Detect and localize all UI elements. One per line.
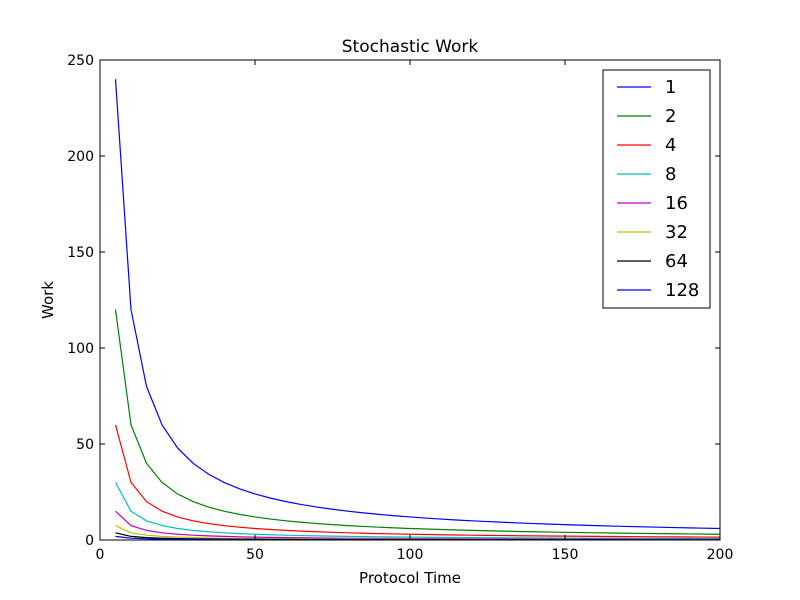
chart-title: Stochastic Work: [342, 37, 479, 57]
legend-label-64: 64: [665, 251, 688, 272]
x-axis-label: Protocol Time: [359, 569, 461, 587]
x-tick-label: 100: [397, 547, 424, 563]
y-tick-label: 250: [67, 53, 94, 69]
ticks-layer: 0 50 100 150 200 0 50 100 150 200 250: [67, 53, 733, 563]
x-tick-label: 200: [707, 547, 734, 563]
legend-label-2: 2: [665, 106, 676, 127]
legend-box: [602, 69, 711, 309]
legend-label-8: 8: [665, 164, 676, 185]
y-tick-label: 100: [67, 341, 94, 357]
y-tick-label: 150: [67, 245, 94, 261]
series-line-1: [114, 79, 721, 530]
y-tick-label: 200: [67, 149, 94, 165]
series-line-8: [114, 482, 721, 540]
legend-label-4: 4: [665, 135, 676, 156]
legend-label-128: 128: [665, 280, 699, 301]
series-line-2: [114, 309, 721, 535]
x-tick-label: 0: [96, 547, 105, 563]
legend-label-16: 16: [665, 193, 688, 214]
x-tick-label: 50: [246, 547, 264, 563]
series-line-4: [114, 424, 721, 538]
y-tick-label: 0: [85, 533, 94, 549]
legend-label-32: 32: [665, 222, 688, 243]
y-axis-label: Work: [39, 281, 57, 319]
y-tick-label: 50: [76, 437, 94, 453]
legend-label-1: 1: [665, 77, 676, 98]
legend: 1 2 4 8 16 32 64 128: [602, 69, 711, 309]
x-tick-label: 150: [552, 547, 579, 563]
